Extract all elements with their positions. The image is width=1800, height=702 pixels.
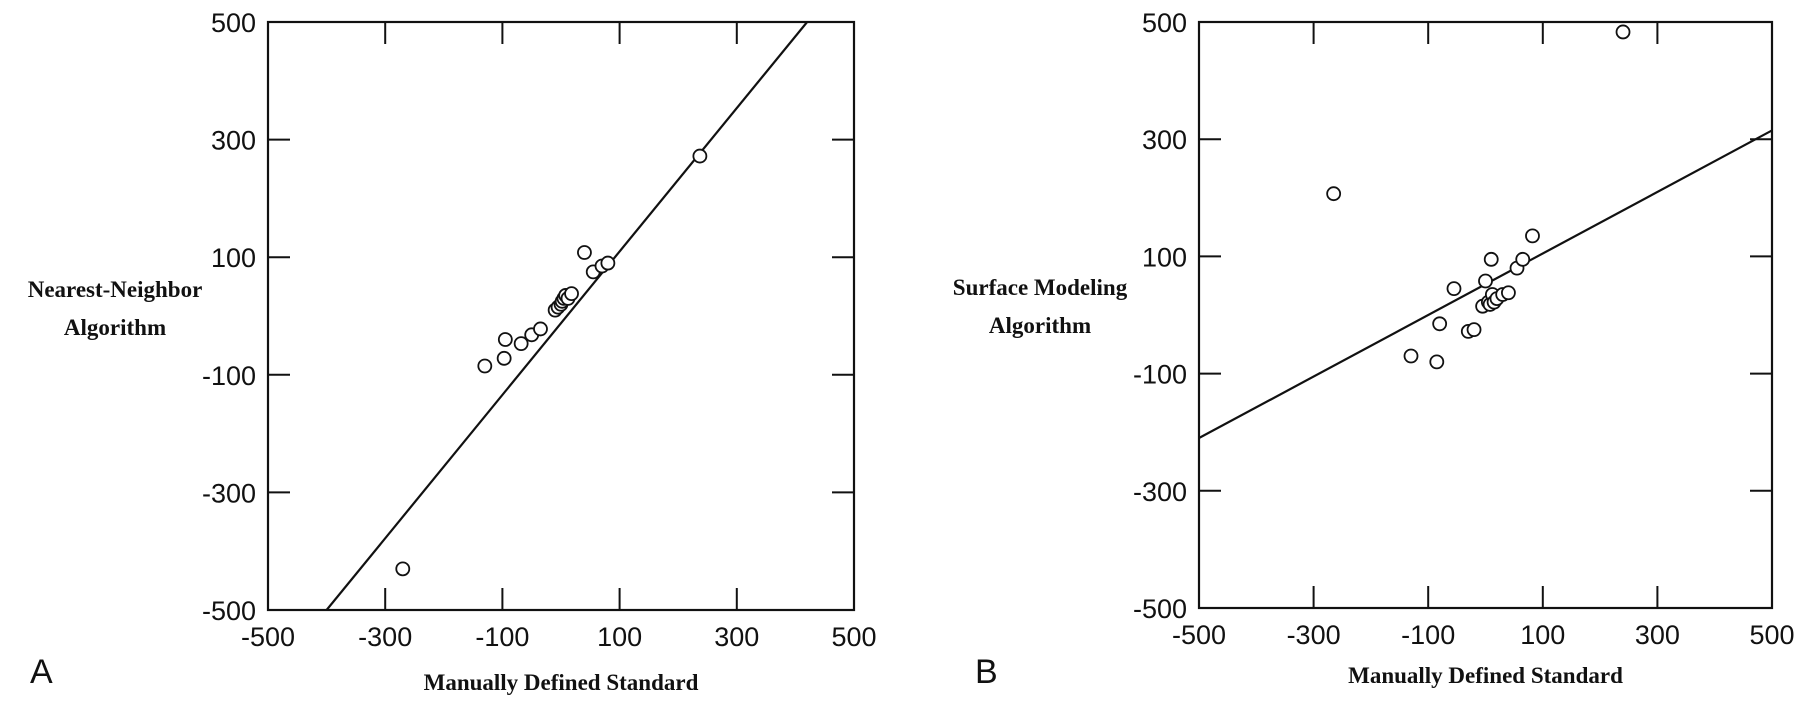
y-tick-label: -300	[202, 478, 256, 508]
x-tick-label: -300	[358, 622, 412, 652]
data-point	[600, 255, 616, 271]
x-tick-label: -100	[1401, 620, 1455, 650]
data-point	[477, 358, 493, 374]
data-point	[1483, 251, 1499, 267]
data-point	[1429, 354, 1445, 370]
x-tick-label: -500	[241, 622, 295, 652]
x-tick-label: 500	[1749, 620, 1794, 650]
y-axis-label: Algorithm	[989, 313, 1091, 338]
x-tick-label: 300	[714, 622, 759, 652]
x-tick-label: -500	[1172, 620, 1226, 650]
y-axis-label: Nearest-Neighbor	[28, 277, 203, 302]
y-tick-label: 500	[1142, 8, 1187, 38]
data-point	[1525, 228, 1540, 244]
y-tick-label: -100	[202, 361, 256, 391]
y-tick-label: 500	[211, 8, 256, 38]
data-point	[1432, 316, 1448, 332]
data-point	[533, 321, 548, 337]
data-point	[1446, 281, 1462, 297]
chart-panel-a: -500 -300 -100 100 300 500 -500 -300 -100 100 300 5…	[28, 8, 877, 695]
plot-frame	[1197, 20, 1774, 610]
plot-frame	[266, 20, 856, 612]
data-point	[564, 286, 579, 302]
y-tick-label: -100	[1133, 360, 1187, 390]
x-tick-label: 500	[831, 622, 876, 652]
data-point	[1501, 285, 1516, 301]
panel-label: B	[975, 653, 998, 691]
y-tick-label: 300	[211, 126, 256, 156]
y-tick-label: -500	[202, 596, 256, 626]
data-point	[1615, 24, 1631, 40]
data-point	[1466, 322, 1482, 338]
data-point	[1478, 273, 1493, 289]
y-tick-label: 100	[211, 243, 256, 273]
x-tick-label: -100	[475, 622, 529, 652]
data-point	[1326, 186, 1342, 202]
x-tick-label: 100	[597, 622, 642, 652]
panel-label: A	[30, 653, 53, 691]
data-point	[1515, 251, 1531, 267]
x-tick-label: 100	[1520, 620, 1565, 650]
data-point	[497, 332, 513, 347]
y-tick-label: -500	[1133, 594, 1187, 624]
data-point	[577, 245, 592, 260]
x-axis-label: Manually Defined Standard	[424, 670, 699, 695]
x-tick-label: 300	[1635, 620, 1680, 650]
data-point	[1403, 348, 1419, 364]
data-point	[513, 336, 529, 352]
y-axis-label: Algorithm	[64, 315, 166, 340]
x-tick-label: -300	[1287, 620, 1341, 650]
data-point	[692, 148, 708, 164]
y-tick-label: 100	[1142, 242, 1187, 272]
regression-line	[325, 22, 808, 610]
y-axis-label: Surface Modeling	[953, 275, 1128, 300]
y-tick-label: 300	[1142, 125, 1187, 155]
chart-panel-b: -500 -300 -100 100 300 500 -500 -300 -100 100 300 5…	[953, 8, 1795, 691]
y-tick-label: -300	[1133, 477, 1187, 507]
x-axis-label: Manually Defined Standard	[1348, 663, 1623, 688]
data-point	[395, 561, 411, 577]
data-point	[496, 350, 512, 366]
